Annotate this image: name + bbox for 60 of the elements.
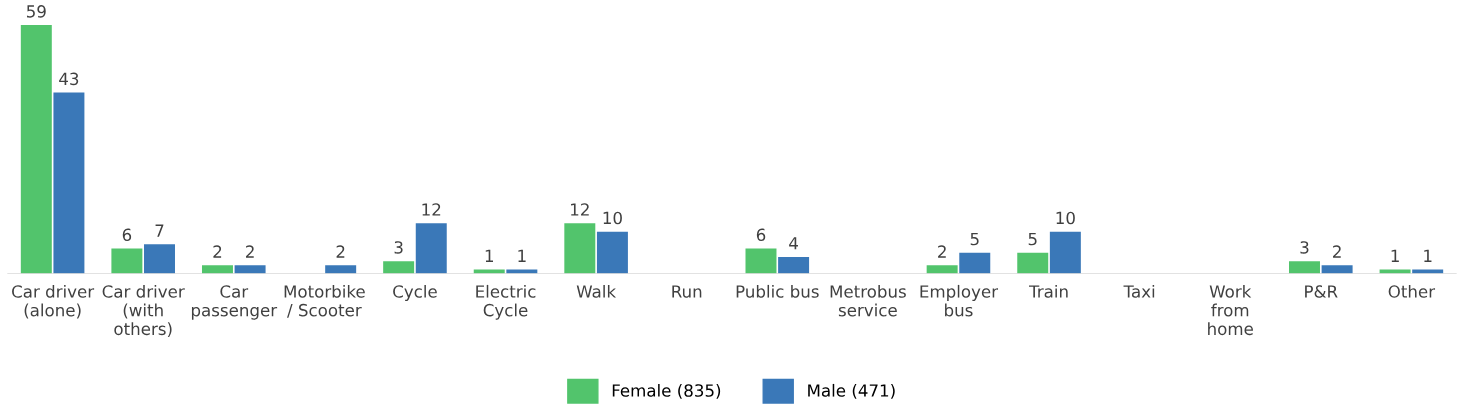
data-label: 6 [756,228,766,242]
data-label: 1 [1424,249,1432,262]
x-tick-label: Metrobus service [830,284,906,317]
data-label: 7 [155,224,164,237]
x-tick-label: Taxi [1123,284,1155,298]
data-label: 3 [394,241,403,254]
bar [564,223,596,274]
bar [383,261,415,274]
legend-label: Female (835) [612,383,721,399]
bar [596,231,628,274]
data-label: 2 [938,245,946,258]
x-tick-label: Car driver (with others) [102,284,185,338]
bar [234,265,266,274]
x-tick-label: Car driver (alone) [12,284,95,319]
data-label: 12 [571,203,589,216]
data-label: 2 [246,245,254,258]
bar [1289,261,1320,274]
x-tick-label: Train [1029,284,1068,298]
bar [745,248,777,274]
data-label: 2 [213,245,222,258]
bar [415,223,447,274]
data-label: 10 [1056,211,1075,225]
bar [20,25,52,274]
data-label: 5 [1028,232,1037,246]
data-label: 5 [970,232,979,246]
x-tick-label: Cycle [393,284,437,302]
bar [778,256,810,274]
x-tick-label: Run [672,285,702,298]
data-label: 10 [603,211,622,225]
bar [201,265,233,274]
x-tick-label: Public bus [736,284,819,298]
x-tick-label: Walk [576,284,617,298]
x-tick-label: Work from home [1208,284,1253,336]
bar [1017,252,1049,274]
data-label: 43 [59,72,79,86]
bar [959,252,991,274]
x-tick-label: P&R [1305,285,1338,298]
data-label: 1 [518,249,526,262]
bar [111,248,143,274]
x-tick-label: Other [1388,284,1436,298]
x-tick-label: Electric Cycle [476,284,536,320]
bar [1049,231,1081,274]
data-label: 6 [122,228,132,242]
bar [144,244,175,274]
data-label: 2 [336,245,345,258]
bar [1321,265,1353,274]
data-label: 12 [422,203,441,216]
bar [325,265,357,274]
data-label: 1 [1391,249,1399,262]
legend-label: Male (471) [808,383,895,399]
data-label: 2 [1333,245,1341,258]
x-tick-label: Car passenger [191,285,278,320]
data-label: 4 [789,237,798,250]
data-label: 59 [26,5,46,18]
x-tick-label: Motorbike / Scooter [284,284,365,318]
bar [926,265,958,274]
x-tick-label: Employer bus [920,284,999,317]
data-label: 1 [485,249,493,262]
data-label: 3 [1300,241,1309,254]
bar [53,92,85,274]
